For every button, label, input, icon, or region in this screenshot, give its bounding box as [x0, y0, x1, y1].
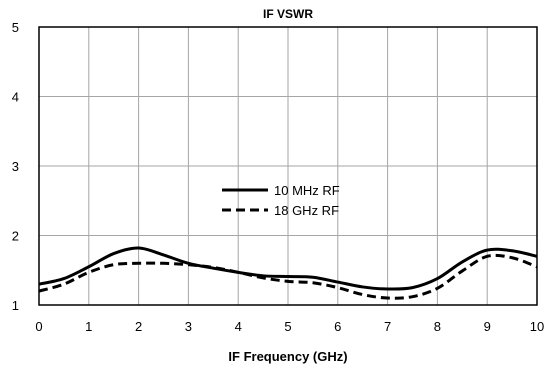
- x-tick-label: 2: [135, 319, 142, 334]
- y-tick-label: 1: [12, 298, 19, 313]
- x-tick-label: 0: [35, 319, 42, 334]
- grid-lines: [39, 27, 537, 305]
- x-tick-label: 10: [530, 319, 544, 334]
- y-tick-label: 2: [12, 229, 19, 244]
- x-tick-label: 9: [484, 319, 491, 334]
- x-tick-label: 8: [434, 319, 441, 334]
- x-tick-label: 7: [384, 319, 391, 334]
- series-line-18ghz-rf: [38, 253, 538, 300]
- legend-label: 18 GHz RF: [274, 203, 339, 218]
- plot-frame: [38, 26, 538, 306]
- x-tick-label: 6: [334, 319, 341, 334]
- series-lines: [38, 246, 538, 300]
- x-axis-label: IF Frequency (GHz): [228, 349, 347, 364]
- y-tick-label: 5: [12, 20, 19, 35]
- x-tick-label: 5: [284, 319, 291, 334]
- legend-label: 10 MHz RF: [274, 183, 340, 198]
- legend: 10 MHz RF 18 GHz RF: [222, 183, 340, 218]
- series-line-10mhz-rf: [38, 246, 538, 291]
- tick-labels: 0 1 2 3 4 5 6 7 8 9 10 1 2 3 4 5: [12, 20, 544, 334]
- x-tick-label: 3: [185, 319, 192, 334]
- y-tick-label: 3: [12, 159, 19, 174]
- y-tick-label: 4: [12, 90, 19, 105]
- x-tick-label: 4: [235, 319, 242, 334]
- chart-title: IF VSWR: [263, 7, 313, 21]
- x-tick-label: 1: [85, 319, 92, 334]
